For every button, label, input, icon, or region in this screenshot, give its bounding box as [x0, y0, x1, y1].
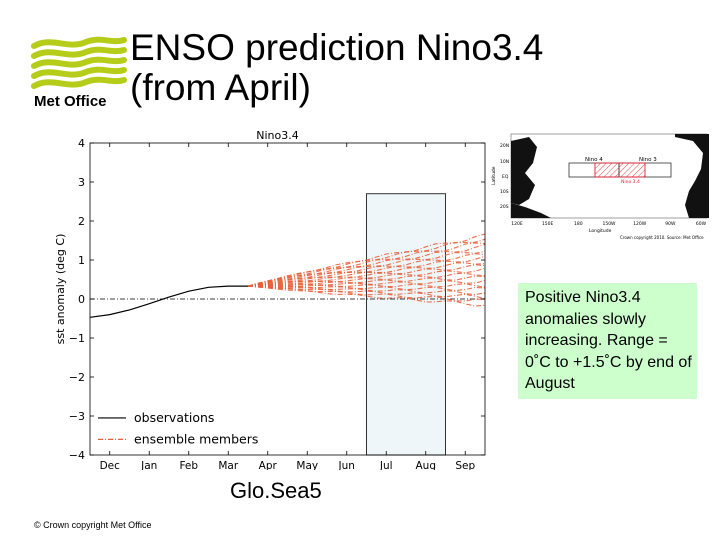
x-tick-label: Jul: [379, 460, 393, 470]
title-line-1: ENSO prediction Nino3.4: [130, 27, 544, 68]
x-tick-label: Aug: [415, 460, 436, 470]
copyright-footer: © Crown copyright Met Office: [34, 520, 152, 530]
map-lon-tick-label: 90W: [665, 221, 676, 227]
x-tick-label: Mar: [218, 460, 238, 470]
nino34-label: Nino 3.4: [621, 179, 640, 185]
x-tick-label: Feb: [179, 460, 198, 470]
legend-label-ensemble: ensemble members: [134, 431, 258, 446]
map-lon-axis-label: Longitude: [589, 228, 612, 234]
x-tick-label: Dec: [100, 460, 121, 470]
map-lon-tick-label: 180: [574, 221, 583, 227]
australia-landmass: [511, 203, 551, 218]
ensemble-member-15: [247, 250, 486, 287]
logo-wave-4: [31, 66, 127, 79]
y-tick-label: 3: [78, 176, 85, 189]
axes: Nino3.4 4 3 2 1 0 −1 −2 −3 −4 sst anomaly (deg C) D…: [54, 129, 486, 470]
y-tick-label: 4: [78, 137, 85, 150]
met-office-logo: Met Office: [31, 36, 127, 110]
y-tick-label: 1: [78, 254, 85, 267]
asia-landmass: [511, 137, 537, 205]
x-tick-label: Sep: [455, 460, 475, 470]
highlight-band: [366, 193, 446, 456]
map-lon-tick-label: 150W: [602, 221, 616, 227]
lat-label-eq: EQ: [502, 174, 509, 180]
y-tick-label: −4: [69, 449, 85, 462]
lat-label-20s: 20S: [500, 204, 509, 210]
x-tick-label: May: [296, 460, 318, 470]
map-lon-tick-label: 60W: [696, 221, 707, 227]
chart-title: Nino3.4: [256, 129, 298, 142]
ensemble-member-16: [247, 243, 486, 287]
nino3-label: Nino 3: [639, 157, 657, 163]
logo-wave-5: [31, 76, 127, 89]
model-caption: Glo.Sea5: [230, 478, 322, 503]
y-tick-label: −1: [69, 332, 85, 345]
americas-landmass: [675, 134, 707, 218]
title-line-2: (from April): [130, 67, 311, 108]
legend-label-observations: observations: [134, 410, 214, 425]
lat-label-20n: 20N: [500, 143, 509, 149]
map-edge-land: [707, 134, 709, 218]
map-lon-tick-label: 120E: [511, 221, 523, 227]
y-tick-label: 2: [78, 215, 85, 228]
ensemble-member-19: [247, 233, 486, 287]
logo-wave-1: [31, 36, 127, 49]
observations-line: [89, 285, 248, 318]
x-tick-label: Apr: [259, 460, 278, 470]
lat-label-10n: 10N: [500, 159, 509, 165]
y-tick-label: 0: [78, 293, 85, 306]
highlight-band-group: [366, 193, 446, 456]
nino34-box: [594, 162, 646, 178]
legend: observations ensemble members: [98, 410, 258, 446]
logo-text: Met Office: [34, 93, 107, 110]
logo-wave-3: [31, 56, 127, 69]
nino4-label: Nino 4: [585, 157, 603, 163]
y-axis-label: sst anomaly (deg C): [54, 234, 67, 345]
map-credit: Crown copyright 2010. Source: Met Office: [620, 235, 704, 240]
logo-waves: [31, 36, 127, 89]
x-tick-label: Jan: [140, 460, 157, 470]
y-tick-label: −2: [69, 371, 85, 384]
nino-regions-map: Nino 4 Nino 3 Nino 3.4 20N 10N EQ 10S 20…: [491, 133, 709, 240]
callout-box: Positive Nino3.4 anomalies slowly increa…: [518, 283, 697, 399]
lat-label-10s: 10S: [500, 189, 509, 195]
map-lon-tick-label: 150E: [542, 221, 554, 227]
logo-wave-2: [31, 46, 127, 59]
slide-title: ENSO prediction Nino3.4 (from April): [130, 28, 690, 108]
map-lon-tick-label: 120W: [633, 221, 647, 227]
map-lat-axis-label: Latitude: [491, 166, 497, 185]
nino34-plume-chart: Nino3.4 4 3 2 1 0 −1 −2 −3 −4 sst anomaly (deg C) D…: [54, 129, 486, 470]
x-tick-label: Jun: [338, 460, 355, 470]
map-lon-ticks: 120E 150E 180 150W 120W 90W 60W: [511, 221, 706, 227]
series-lines: [89, 233, 486, 318]
y-tick-label: −3: [69, 410, 85, 423]
